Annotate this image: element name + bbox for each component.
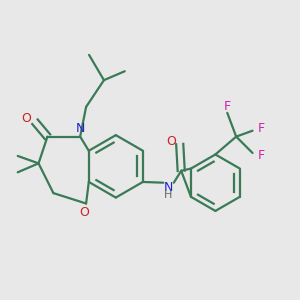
Text: N: N — [164, 181, 173, 194]
Text: O: O — [80, 206, 89, 219]
Text: F: F — [257, 122, 264, 135]
Text: F: F — [257, 149, 264, 162]
Text: O: O — [167, 135, 176, 148]
Text: F: F — [224, 100, 231, 113]
Text: O: O — [21, 112, 31, 125]
Text: H: H — [164, 190, 172, 200]
Text: N: N — [76, 122, 85, 135]
